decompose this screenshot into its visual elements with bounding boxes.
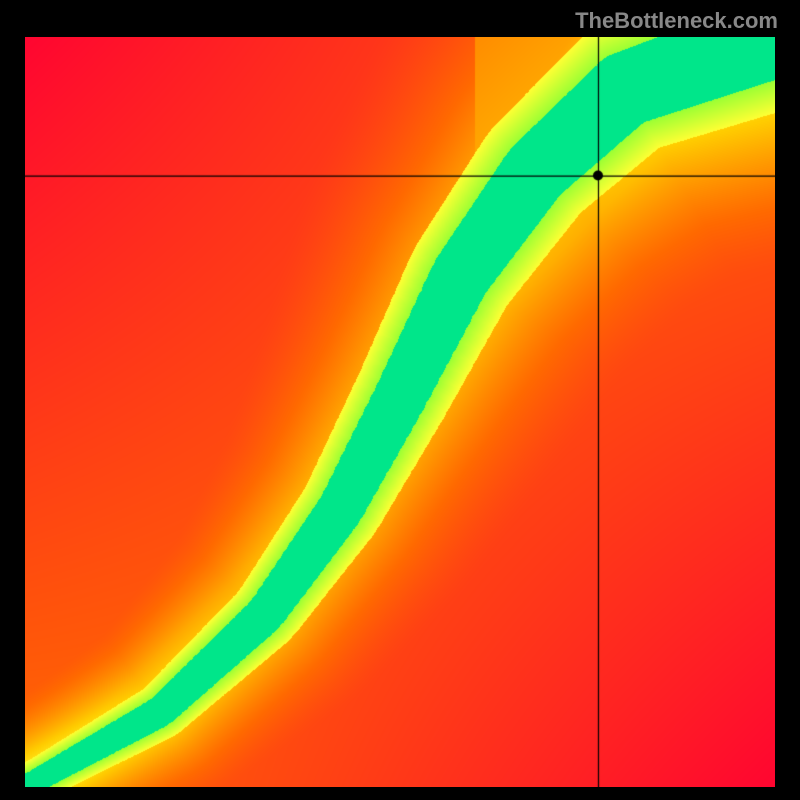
source-watermark: TheBottleneck.com [575,8,778,34]
bottleneck-heatmap [25,37,775,787]
chart-container: TheBottleneck.com [0,0,800,800]
